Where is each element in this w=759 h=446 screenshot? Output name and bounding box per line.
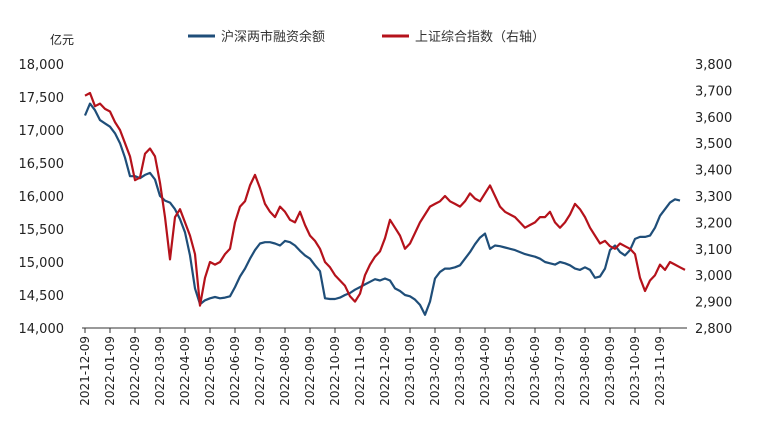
left-axis-tick-label: 17,000	[19, 124, 65, 139]
left-axis-unit-label: 亿元	[50, 32, 74, 47]
left-axis-tick-label: 16,500	[19, 157, 65, 172]
right-axis-tick-label: 3,200	[695, 216, 732, 231]
x-axis-tick-label: 2023-09-09	[603, 336, 617, 406]
legend: 沪深两市融资余额 上证综合指数（右轴）	[188, 29, 545, 45]
right-axis-tick-label: 3,400	[695, 164, 732, 179]
right-axis-tick-label: 2,800	[695, 322, 732, 337]
x-axis-tick-label: 2023-06-09	[528, 336, 542, 406]
x-axis-tick-label: 2022-09-09	[303, 336, 317, 406]
x-axis-tick-label: 2023-08-09	[578, 336, 592, 406]
left-axis-tick-label: 16,000	[19, 190, 65, 205]
series-layer	[83, 91, 686, 316]
x-axis-tick-label: 2022-05-09	[203, 336, 217, 406]
right-axis-tick-label: 3,000	[695, 269, 732, 284]
x-axis-tick-label: 2022-12-09	[378, 336, 392, 406]
x-axis-tick-label: 2022-01-09	[103, 336, 117, 406]
x-axis-tick-label: 2023-07-09	[553, 336, 567, 406]
x-axis-tick-label: 2022-03-09	[153, 336, 167, 406]
x-axis-tick-label: 2023-03-09	[453, 336, 467, 406]
x-axis-tick-label: 2023-01-09	[403, 336, 417, 406]
left-axis: 14,000 14,500 15,000 15,500 16,000 16,500 17,0…	[19, 58, 65, 337]
right-axis-tick-label: 3,300	[695, 190, 732, 205]
left-axis-tick-label: 18,000	[19, 58, 65, 73]
left-axis-tick-label: 15,000	[19, 256, 65, 271]
left-axis-tick-label: 15,500	[19, 223, 65, 238]
right-axis-tick-label: 3,500	[695, 137, 732, 152]
series-line-shanghai-index	[84, 91, 686, 307]
right-axis-tick-label: 3,800	[695, 58, 732, 73]
right-axis-tick-label: 3,100	[695, 243, 732, 258]
x-axis: 2021-12-09 2022-01-09 2022-02-09 2022-03-09…	[78, 327, 687, 406]
legend-label-margin-balance: 沪深两市融资余额	[221, 29, 325, 45]
x-axis-tick-label: 2023-11-09	[653, 336, 667, 406]
x-axis-tick-label: 2022-02-09	[128, 336, 142, 406]
x-axis-tick-label: 2022-04-09	[178, 336, 192, 406]
x-axis-tick-label: 2023-05-09	[503, 336, 517, 406]
legend-label-shanghai-index: 上证综合指数（右轴）	[415, 30, 545, 45]
x-axis-tick-label: 2023-04-09	[478, 336, 492, 406]
left-axis-tick-label: 14,500	[19, 289, 65, 304]
series-line-margin-balance	[83, 102, 681, 316]
x-axis-tick-label: 2022-10-09	[328, 336, 342, 406]
right-axis-tick-label: 3,700	[695, 84, 732, 99]
left-axis-tick-label: 17,500	[19, 91, 65, 106]
x-axis-tick-label: 2023-10-09	[628, 336, 642, 406]
right-axis-tick-label: 3,600	[695, 111, 732, 126]
x-axis-tick-label: 2022-11-09	[353, 336, 367, 406]
x-axis-tick-label: 2023-02-09	[428, 336, 442, 406]
x-axis-tick-label: 2021-12-09	[78, 336, 92, 406]
x-axis-tick-label: 2022-07-09	[253, 336, 267, 406]
x-axis-tick-label: 2022-06-09	[228, 336, 242, 406]
right-axis-tick-label: 2,900	[695, 296, 732, 311]
left-axis-tick-label: 14,000	[19, 322, 65, 337]
right-axis: 2,800 2,900 3,000 3,100 3,200 3,300 3,400 3,500…	[695, 58, 732, 337]
x-axis-tick-label: 2022-08-09	[278, 336, 292, 406]
